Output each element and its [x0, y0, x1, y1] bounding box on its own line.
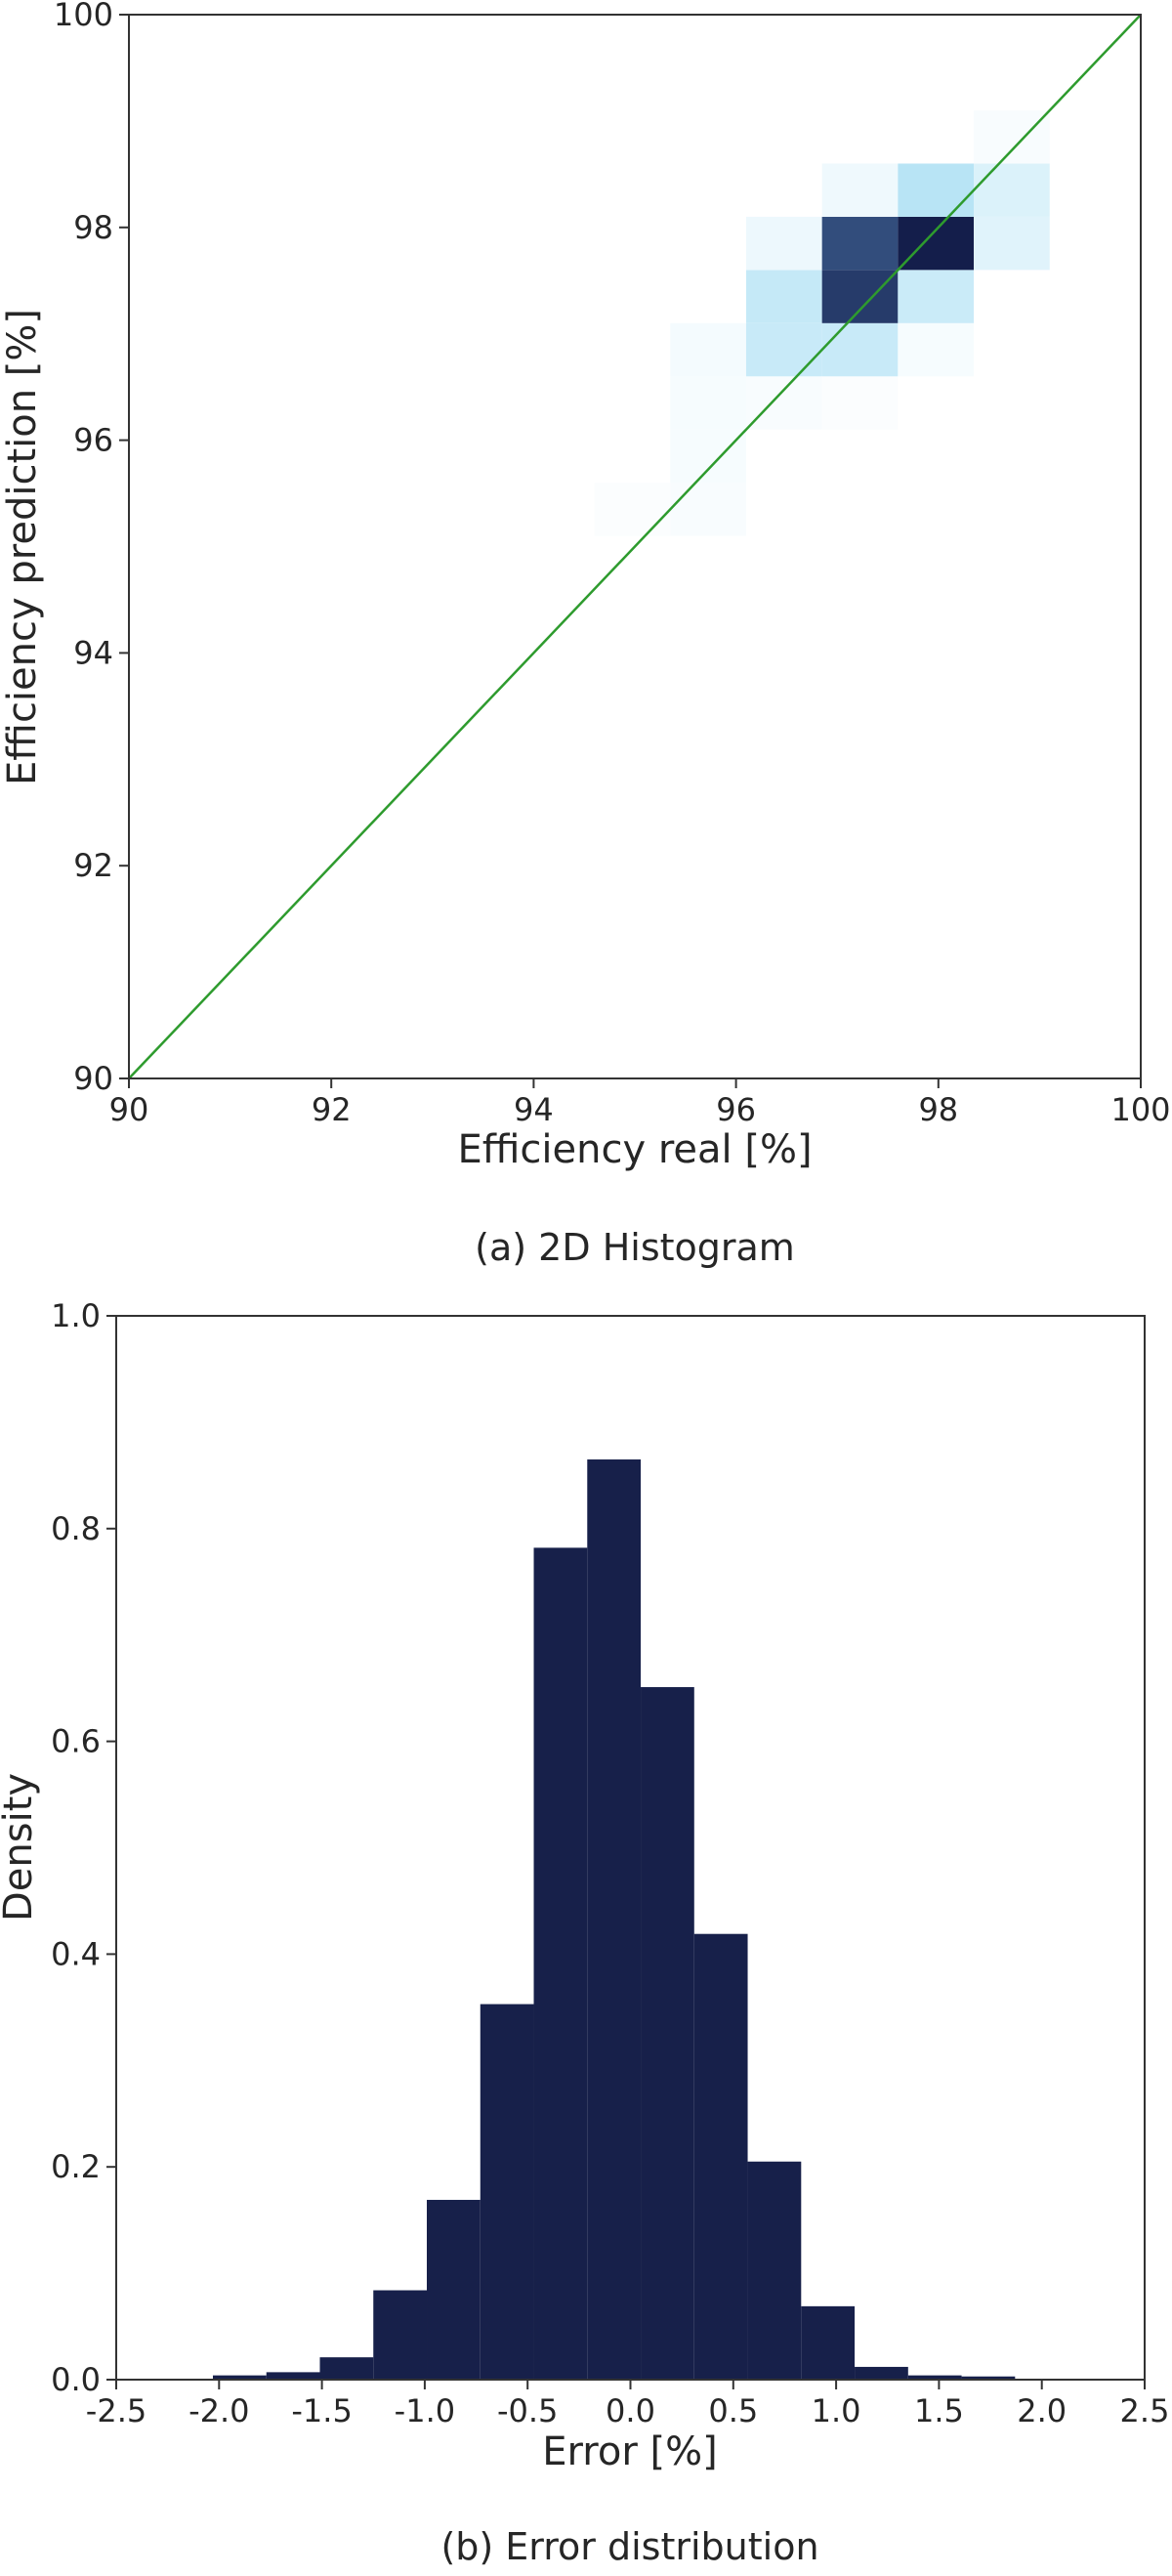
heatmap-cell-14: [898, 322, 975, 377]
heatmap-cell-11: [821, 270, 899, 323]
heatmap-cell-15: [898, 270, 975, 323]
heatmap-cell-20: [974, 110, 1050, 164]
heatmap-cell-7: [745, 270, 822, 323]
x-tick-label: 96: [716, 1091, 756, 1128]
x-tick-label: -1.5: [291, 2392, 352, 2429]
heatmap-cell-0: [594, 483, 671, 536]
panel-2d-histogram: 90 92 94 96 98 100 90 92 94 96 98 100 Efficiency r…: [0, 0, 1171, 1269]
heatmap-cell-10: [821, 322, 899, 377]
y-tick-label: 90: [73, 1060, 113, 1097]
histogram-bar-12: [855, 2366, 908, 2380]
histogram-bar-4: [427, 2199, 481, 2380]
y-axis-label: Efficiency prediction [%]: [0, 309, 45, 785]
histogram-bar-0: [212, 2375, 267, 2380]
histogram-bar-5: [480, 2004, 534, 2380]
histogram-bar-7: [587, 1459, 642, 2380]
x-axis-ticks: -2.5 -2.0 -1.5 -1.0 -0.5 0.0 0.5 1.0 1.5 2.0 2.5: [86, 2380, 1170, 2429]
histogram-bar-2: [319, 2357, 374, 2380]
plot-frame: [128, 14, 1142, 1079]
heatmap-cell-1: [670, 483, 746, 536]
heatmap-cell-8: [745, 216, 822, 271]
x-tick-label: 100: [1110, 1091, 1170, 1128]
x-tick-label: -2.5: [86, 2392, 146, 2429]
x-tick-label: 2.0: [1017, 2392, 1067, 2429]
x-tick-label: 0.0: [606, 2392, 655, 2429]
y-tick-label: 1.0: [51, 1297, 101, 1334]
y-tick-label: 0.8: [51, 1510, 101, 1547]
histogram-bar-1: [266, 2372, 320, 2380]
y-tick-label: 0.0: [51, 2361, 101, 2398]
heatmap-cell-3: [670, 376, 746, 430]
heatmap-cell-18: [974, 216, 1050, 271]
heatmap-cell-5: [745, 376, 822, 430]
heatmap-cell-17: [898, 163, 975, 217]
histogram-bar-10: [747, 2161, 802, 2380]
histogram-bar-8: [641, 1687, 694, 2380]
x-tick-label: 1.5: [914, 2392, 964, 2429]
heatmap-cell-4: [670, 322, 746, 377]
heatmap-cell-6: [745, 322, 822, 377]
x-tick-label: -1.0: [395, 2392, 455, 2429]
x-axis-ticks: 90 92 94 96 98 100: [109, 1078, 1171, 1128]
heatmap-cell-2: [670, 429, 746, 484]
heatmap-cell-13: [821, 163, 899, 217]
y-tick-label: 100: [54, 0, 113, 33]
histogram-bar-9: [693, 1933, 748, 2380]
x-tick-label: 92: [312, 1091, 352, 1128]
x-axis-label: Efficiency real [%]: [457, 1127, 812, 1172]
y-tick-label: 96: [73, 422, 113, 459]
histogram-bar-11: [801, 2305, 856, 2380]
identity-line: [128, 14, 1142, 1079]
histogram-bar-13: [907, 2375, 962, 2380]
histogram-bar-14: [961, 2376, 1016, 2380]
y-tick-label: 0.6: [51, 1723, 101, 1760]
panel-error-distribution: -2.5 -2.0 -1.5 -1.0 -0.5 0.0 0.5 1.0 1.5 2.0 2.5 0…: [0, 1297, 1169, 2568]
y-tick-label: 98: [73, 209, 113, 246]
y-tick-label: 92: [73, 847, 113, 884]
y-tick-label: 0.4: [51, 1935, 101, 1972]
x-tick-label: 94: [514, 1091, 554, 1128]
y-axis-ticks: 90 92 94 96 98 100: [54, 0, 129, 1097]
x-tick-label: 0.5: [708, 2392, 758, 2429]
x-tick-label: 90: [109, 1091, 149, 1128]
y-axis-label: Density: [0, 1773, 41, 1921]
heatmap-cell-12: [821, 216, 899, 271]
y-axis-ticks: 0.0 0.2 0.4 0.6 0.8 1.0: [51, 1297, 116, 2398]
y-tick-label: 0.2: [51, 2148, 101, 2185]
heatmap-cells: [594, 110, 1050, 536]
histogram-bar-3: [373, 2290, 428, 2380]
histogram-bars: [212, 1459, 1016, 2380]
heatmap-cell-16: [898, 216, 975, 271]
x-tick-label: -0.5: [497, 2392, 558, 2429]
histogram-bar-6: [533, 1547, 588, 2380]
heatmap-cell-19: [974, 163, 1050, 217]
y-tick-label: 94: [73, 634, 113, 671]
x-tick-label: 98: [918, 1091, 958, 1128]
panel-b-caption: (b) Error distribution: [440, 2525, 818, 2568]
x-tick-label: 1.0: [812, 2392, 861, 2429]
x-axis-label: Error [%]: [542, 2429, 717, 2474]
x-tick-label: 2.5: [1120, 2392, 1170, 2429]
x-tick-label: -2.0: [188, 2392, 249, 2429]
heatmap-cell-9: [821, 376, 899, 430]
panel-a-caption: (a) 2D Histogram: [475, 1226, 795, 1269]
